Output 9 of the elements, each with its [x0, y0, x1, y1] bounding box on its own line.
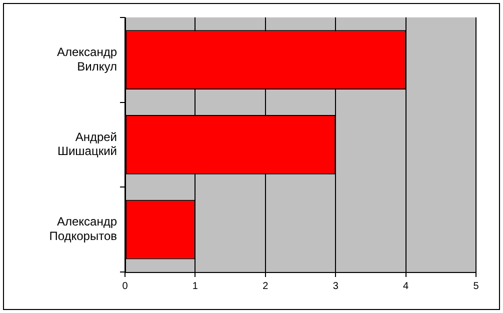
x-tick-label: 1 [192, 280, 198, 292]
x-tick-label: 0 [122, 280, 128, 292]
y-tick-label: Александр Подкорытов [49, 214, 118, 244]
x-tick-label: 2 [262, 280, 269, 292]
x-tick-label: 4 [403, 280, 410, 292]
x-tick-label: 3 [332, 280, 339, 292]
y-tick-label: Андрей Шишацкий [57, 130, 117, 158]
y-tick-label: Александр Вилкул [56, 44, 118, 74]
x-tick-label: 5 [473, 280, 480, 292]
